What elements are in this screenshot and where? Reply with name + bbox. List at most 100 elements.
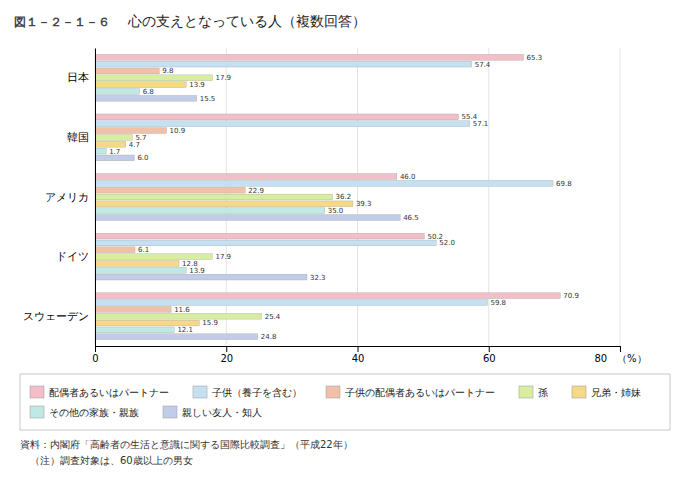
data-label: 32.3: [310, 274, 326, 282]
bar: [95, 247, 135, 253]
x-tick-label: 60: [483, 353, 496, 364]
data-label: 15.9: [202, 319, 218, 327]
footnote: 資料：内閣府「高齢者の生活と意識に関する国際比較調査」（平成22年）: [20, 439, 353, 450]
data-label: 9.8: [162, 67, 173, 75]
bar: [95, 201, 353, 207]
title-bar: 図１－２－１－６ 心の支えとなっている人（複数回答）: [14, 13, 366, 29]
legend-item: 孫: [519, 386, 548, 398]
bar: [95, 293, 560, 299]
y-tick-label: 日本: [67, 71, 89, 84]
x-tick-mark: [226, 346, 227, 352]
y-tick: 韓国: [67, 131, 95, 144]
x-tick-mark: [489, 346, 490, 352]
data-label: 4.7: [129, 141, 140, 149]
bar: [95, 300, 487, 306]
legend-item: 親しい友人・知人: [163, 406, 262, 418]
bar: [95, 114, 459, 120]
y-tick: アメリカ: [45, 191, 95, 204]
bar: [95, 68, 159, 74]
x-tick-label: 20: [220, 353, 233, 364]
y-axis-line: [95, 49, 96, 347]
title: 心の支えとなっている人（複数回答）: [127, 13, 366, 29]
bar: [95, 141, 126, 147]
x-axis: 0 20 40 60 80 （%）: [92, 346, 646, 364]
legend-swatch: [572, 386, 586, 398]
data-label: 11.6: [174, 306, 190, 314]
data-label: 70.9: [563, 292, 579, 300]
legend-label: 配偶者あるいはパートナー: [49, 387, 169, 398]
x-tick-mark: [95, 346, 96, 352]
grid: [95, 48, 620, 346]
legend-swatch: [30, 406, 44, 418]
data-label: 25.4: [265, 313, 281, 321]
legend-item: 子供の配偶者あるいはパートナー: [326, 386, 495, 398]
subtitle: 図１－２－１－６: [14, 15, 110, 29]
x-tick: 40: [352, 346, 365, 364]
x-tick: 0: [92, 346, 98, 364]
bar: [95, 89, 140, 95]
grid-line: [620, 48, 621, 346]
legend-swatch: [193, 386, 207, 398]
y-axis: 日本韓国アメリカドイツスウェーデン: [23, 49, 96, 347]
legend-label: 子供（養子を含む）: [212, 387, 302, 398]
y-tick-label: ドイツ: [56, 250, 89, 263]
data-label: 57.4: [475, 61, 491, 69]
legend-item: 子供（養子を含む）: [193, 386, 302, 398]
bar: [95, 61, 472, 67]
data-label: 46.0: [400, 173, 416, 181]
legend-label: 孫: [538, 387, 548, 398]
grid-line: [488, 48, 489, 346]
data-label: 17.9: [215, 253, 231, 261]
data-label: 39.3: [356, 200, 372, 208]
legend-swatch: [519, 386, 533, 398]
bars: [95, 54, 560, 339]
bar: [95, 327, 174, 333]
bar: [95, 254, 212, 260]
data-label: 36.2: [336, 193, 352, 201]
grid-line: [95, 48, 96, 346]
bar: [95, 95, 197, 101]
footnote: （注）調査対象は、60歳以上の男女: [20, 455, 193, 466]
bar: [95, 128, 167, 134]
bar: [95, 274, 307, 280]
legend-label: 兄弟・姉妹: [591, 387, 641, 398]
bar: [95, 194, 333, 200]
x-tick: 60: [483, 346, 496, 364]
bar: [95, 306, 171, 312]
bar: [95, 75, 212, 81]
data-label: 12.1: [177, 326, 193, 334]
bar: [95, 240, 436, 246]
data-label: 46.5: [403, 214, 419, 222]
data-label: 22.9: [248, 187, 264, 195]
legend-item: その他の家族・親族: [30, 406, 139, 418]
bar: [95, 174, 397, 180]
chart: 図１－２－１－６心の支えとなっている人（複数回答）65.355.446.050.…: [0, 0, 690, 497]
bar: [95, 215, 400, 221]
bar: [95, 134, 132, 140]
bar: [95, 208, 325, 214]
y-tick-label: アメリカ: [45, 191, 89, 204]
bar: [95, 187, 245, 193]
legend-swatch: [30, 386, 44, 398]
x-tick-label: 0: [92, 353, 98, 364]
data-label: 13.9: [189, 81, 205, 89]
bar: [95, 121, 470, 127]
y-tick: ドイツ: [56, 250, 95, 263]
legend-item: 兄弟・姉妹: [572, 386, 641, 398]
legend-label: 子供の配偶者あるいはパートナー: [345, 387, 495, 398]
data-label: 69.8: [556, 180, 572, 188]
bar: [95, 261, 179, 267]
data-label: 24.8: [261, 333, 277, 341]
bar: [95, 233, 424, 239]
x-tick-mark: [620, 346, 621, 352]
bar: [95, 267, 186, 273]
y-tick-label: 韓国: [67, 131, 89, 144]
bar: [95, 148, 106, 154]
legend: 配偶者あるいはパートナー 子供（養子を含む） 子供の配偶者あるいはパートナー 孫 兄弟・…: [20, 374, 670, 430]
legend-swatch: [326, 386, 340, 398]
y-tick: 日本: [67, 71, 95, 84]
data-label: 35.0: [328, 207, 344, 215]
x-tick: 80 （%）: [594, 346, 646, 364]
bar: [95, 320, 199, 326]
bar: [95, 180, 553, 186]
